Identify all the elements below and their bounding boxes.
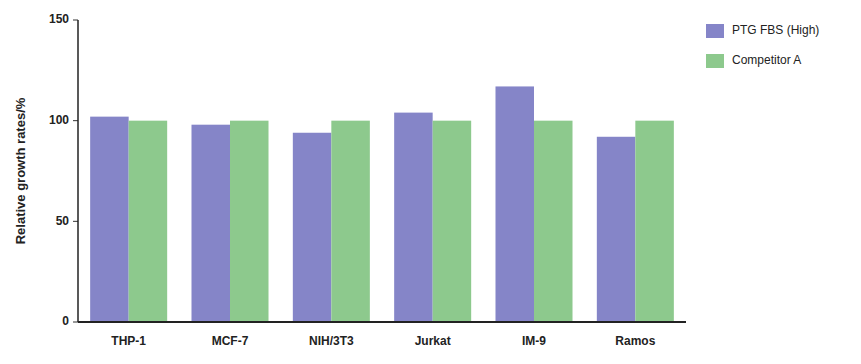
y-tick-label: 150	[49, 12, 69, 26]
x-axis: THP-1 MCF-7 NIH/3T3 Jurkat IM-9 Ramos	[111, 334, 655, 348]
y-axis-line	[77, 20, 79, 322]
bar	[394, 113, 433, 322]
y-tick-label: 100	[49, 113, 69, 127]
bar	[293, 133, 332, 322]
y-tick-label: 0	[62, 314, 69, 328]
y-tick-label: 50	[56, 214, 70, 228]
bar	[230, 121, 269, 322]
bar	[191, 125, 230, 322]
bars	[90, 86, 674, 322]
bar	[433, 121, 472, 322]
bar	[129, 121, 168, 322]
bar	[495, 86, 534, 322]
bar	[635, 121, 674, 322]
chart-svg: 0 50 100 150 THP-1 MCF-7 NIH/3T3 Jurkat IM-9 Ramo…	[0, 0, 861, 364]
legend: PTG FBS (High) Competitor A	[706, 23, 819, 68]
bar	[90, 117, 129, 322]
y-axis-label: Relative growth rates/%	[13, 97, 28, 244]
legend-swatch	[706, 24, 724, 38]
x-tick-label: THP-1	[111, 334, 146, 348]
bar	[597, 137, 636, 322]
legend-swatch	[706, 54, 724, 68]
legend-label: Competitor A	[732, 53, 801, 67]
chart-container: 0 50 100 150 THP-1 MCF-7 NIH/3T3 Jurkat IM-9 Ramo…	[0, 0, 861, 364]
x-tick-label: MCF-7	[212, 334, 249, 348]
y-axis: 0 50 100 150	[49, 12, 78, 328]
legend-label: PTG FBS (High)	[732, 23, 819, 37]
bar	[534, 121, 573, 322]
x-tick-label: Ramos	[615, 334, 655, 348]
x-tick-label: NIH/3T3	[309, 334, 354, 348]
bar	[331, 121, 370, 322]
x-tick-label: IM-9	[522, 334, 546, 348]
x-axis-line	[78, 321, 686, 323]
x-tick-label: Jurkat	[415, 334, 451, 348]
